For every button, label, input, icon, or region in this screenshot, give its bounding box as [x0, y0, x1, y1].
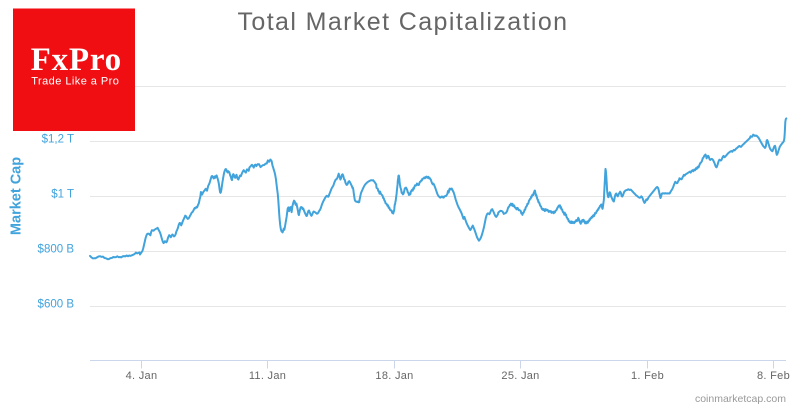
svg-text:Market Cap: Market Cap [9, 157, 25, 235]
svg-text:$1 T: $1 T [51, 189, 74, 201]
svg-text:1. Feb: 1. Feb [631, 370, 664, 382]
svg-text:Trade Like a Pro: Trade Like a Pro [31, 76, 119, 88]
svg-text:8. Feb: 8. Feb [757, 370, 790, 382]
svg-text:$600 B: $600 B [38, 299, 75, 311]
svg-text:coinmarketcap.com: coinmarketcap.com [695, 393, 786, 405]
svg-text:FxPro: FxPro [31, 42, 122, 78]
svg-text:25. Jan: 25. Jan [501, 370, 539, 382]
svg-text:11. Jan: 11. Jan [249, 370, 286, 382]
svg-text:4. Jan: 4. Jan [126, 370, 158, 382]
svg-text:$800 B: $800 B [38, 244, 75, 256]
svg-text:Total Market Capitalization: Total Market Capitalization [238, 8, 569, 36]
svg-text:$1,2 T: $1,2 T [42, 134, 74, 146]
svg-text:18. Jan: 18. Jan [375, 370, 413, 382]
